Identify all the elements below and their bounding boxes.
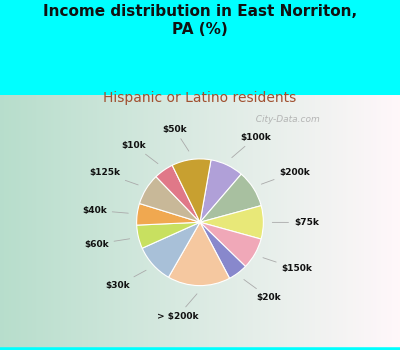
Text: > $200k: > $200k: [157, 294, 198, 321]
Text: $100k: $100k: [232, 133, 271, 158]
Text: $150k: $150k: [263, 258, 312, 273]
Wedge shape: [156, 165, 200, 222]
Text: $10k: $10k: [122, 141, 158, 164]
Text: $40k: $40k: [82, 206, 128, 215]
Wedge shape: [137, 222, 200, 248]
Wedge shape: [172, 159, 211, 222]
Text: $30k: $30k: [106, 270, 146, 290]
Wedge shape: [168, 222, 230, 286]
Text: $125k: $125k: [89, 168, 138, 185]
Text: $60k: $60k: [84, 239, 130, 248]
Text: $75k: $75k: [272, 218, 319, 227]
Text: Income distribution in East Norriton,
PA (%): Income distribution in East Norriton, PA…: [43, 4, 357, 37]
Wedge shape: [142, 222, 200, 277]
Wedge shape: [200, 206, 263, 239]
Text: Hispanic or Latino residents: Hispanic or Latino residents: [103, 91, 297, 105]
Text: $200k: $200k: [261, 168, 310, 184]
Wedge shape: [140, 177, 200, 222]
Wedge shape: [137, 203, 200, 225]
Wedge shape: [200, 222, 246, 278]
Wedge shape: [200, 174, 261, 222]
Text: City-Data.com: City-Data.com: [250, 115, 320, 124]
Text: $50k: $50k: [162, 125, 189, 151]
Text: $20k: $20k: [244, 280, 281, 302]
Wedge shape: [200, 222, 261, 266]
Wedge shape: [200, 160, 241, 222]
